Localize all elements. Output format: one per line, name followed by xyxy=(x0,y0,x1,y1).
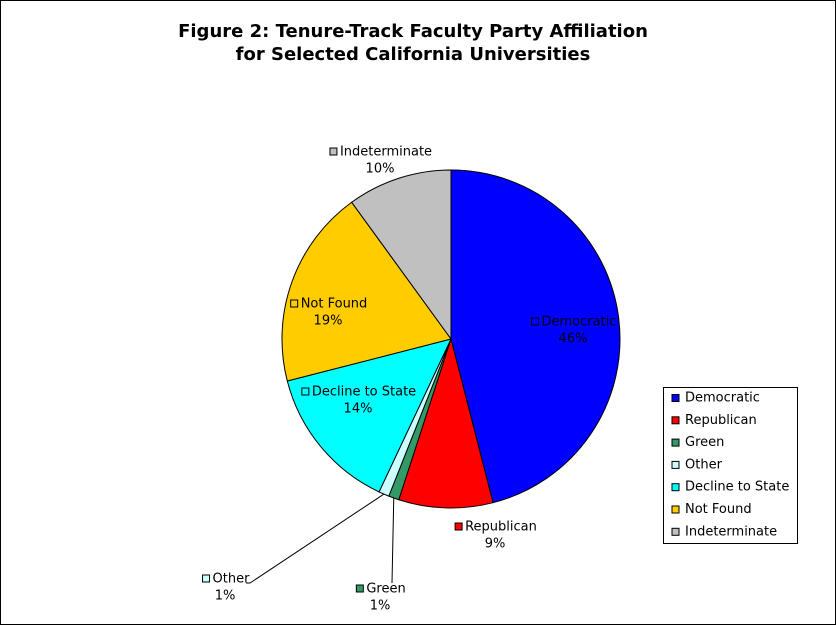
legend-key xyxy=(671,483,680,492)
legend-label: Not Found xyxy=(685,502,752,517)
slice-label: Republican xyxy=(465,520,537,535)
slice-label-key xyxy=(329,147,338,156)
legend-key xyxy=(671,505,680,514)
slice-label-key xyxy=(355,584,364,593)
legend-key xyxy=(671,438,680,447)
slice-value-label: 9% xyxy=(485,537,506,552)
slice-label: Decline to State xyxy=(312,385,416,400)
slice-value-label: 10% xyxy=(366,162,395,177)
pie-slice xyxy=(286,338,452,493)
legend-label: Republican xyxy=(685,413,757,428)
slice-label: Other xyxy=(213,572,251,587)
slice-label-key xyxy=(454,522,463,531)
legend-label: Decline to State xyxy=(685,480,789,495)
slice-value-label: 19% xyxy=(314,314,343,329)
legend-key xyxy=(671,527,680,536)
slice-label: Indeterminate xyxy=(340,145,432,160)
slice-label: Democratic xyxy=(542,315,617,330)
legend-key xyxy=(671,460,680,469)
pie-slice xyxy=(350,169,452,341)
chart-title: Figure 2: Tenure-Track Faculty Party Aff… xyxy=(178,21,648,42)
legend-label: Indeterminate xyxy=(685,524,777,539)
slice-label-key xyxy=(290,299,299,308)
slice-label-key xyxy=(531,317,540,326)
legend-label: Green xyxy=(685,435,724,450)
slice-label: Green xyxy=(366,582,405,597)
slice-label: Not Found xyxy=(301,297,368,312)
slice-label-key xyxy=(301,387,310,396)
pie-slice xyxy=(281,201,452,382)
legend-key xyxy=(671,394,680,402)
slice-label-key xyxy=(202,574,211,583)
legend-key xyxy=(671,416,680,425)
legend-label: Other xyxy=(685,457,723,472)
pie-slice xyxy=(450,169,621,504)
leader-line xyxy=(246,493,385,584)
slice-value-label: 1% xyxy=(215,589,236,604)
chart-subtitle: for Selected California Universities xyxy=(236,44,591,65)
slice-value-label: 14% xyxy=(344,402,373,417)
slice-value-label: 1% xyxy=(370,599,391,614)
leader-line xyxy=(391,497,395,584)
slice-value-label: 46% xyxy=(559,332,588,347)
legend-label: Democratic xyxy=(685,391,760,406)
legend-box xyxy=(663,387,798,544)
pie-slice xyxy=(398,337,494,509)
